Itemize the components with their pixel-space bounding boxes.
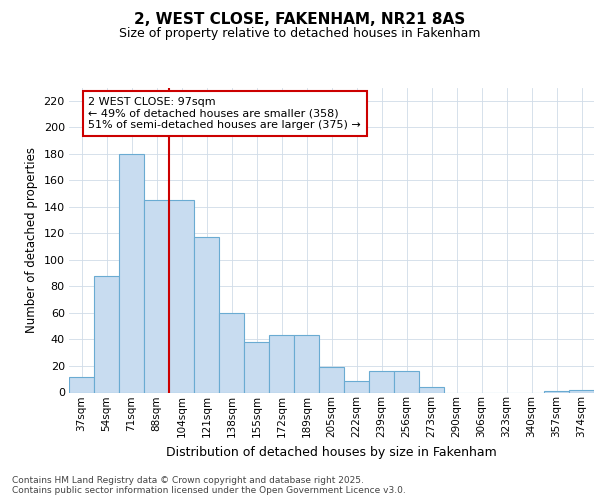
Bar [269,336,294,392]
Bar [419,387,444,392]
Bar [194,238,219,392]
Bar [169,200,194,392]
Text: 2, WEST CLOSE, FAKENHAM, NR21 8AS: 2, WEST CLOSE, FAKENHAM, NR21 8AS [134,12,466,28]
X-axis label: Distribution of detached houses by size in Fakenham: Distribution of detached houses by size … [166,446,497,458]
Bar [94,276,119,392]
Bar [369,372,394,392]
Bar [344,380,369,392]
Text: 2 WEST CLOSE: 97sqm
← 49% of detached houses are smaller (358)
51% of semi-detac: 2 WEST CLOSE: 97sqm ← 49% of detached ho… [89,97,361,130]
Bar [219,313,244,392]
Text: Size of property relative to detached houses in Fakenham: Size of property relative to detached ho… [119,28,481,40]
Bar [69,376,94,392]
Y-axis label: Number of detached properties: Number of detached properties [25,147,38,333]
Bar [319,368,344,392]
Bar [144,200,169,392]
Bar [394,372,419,392]
Bar [119,154,144,392]
Bar [244,342,269,392]
Bar [544,391,569,392]
Text: Contains HM Land Registry data © Crown copyright and database right 2025.
Contai: Contains HM Land Registry data © Crown c… [12,476,406,495]
Bar [569,390,594,392]
Bar [294,336,319,392]
